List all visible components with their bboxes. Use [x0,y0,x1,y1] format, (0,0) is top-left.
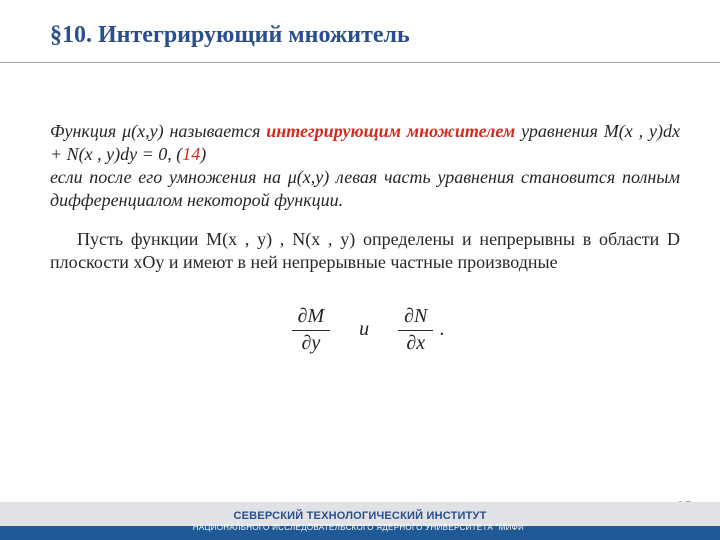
fraction-dN-dx: ∂N ∂x [398,304,433,356]
footer-text: СЕВЕРСКИЙ ТЕХНОЛОГИЧЕСКИЙ ИНСТИТУТ НАЦИО… [0,502,720,540]
frac1-numerator: ∂M [292,304,331,330]
footer-institute: СЕВЕРСКИЙ ТЕХНОЛОГИЧЕСКИЙ ИНСТИТУТ [233,511,486,522]
footer: СЕВЕРСКИЙ ТЕХНОЛОГИЧЕСКИЙ ИНСТИТУТ НАЦИО… [0,502,720,540]
title-underline [0,62,720,63]
partial-derivatives: ∂M ∂y и ∂N ∂x . [50,304,680,356]
def-text-c: ) [200,144,206,164]
fraction-dM-dy: ∂M ∂y [292,304,331,356]
equation-ref: 14 [182,144,200,164]
footer-university: НАЦИОНАЛЬНОГО ИССЛЕДОВАТЕЛЬСКОГО ЯДЕРНОГ… [193,524,528,532]
definition-term: интегрирующим множителем [266,121,515,141]
frac2-numerator: ∂N [398,304,433,330]
frac1-denominator: ∂y [292,330,331,357]
conditions-paragraph: Пусть функции M(x , y) , N(x , y) опреде… [50,228,680,274]
definition-paragraph: Функция μ(x,y) называется интегрирующим … [50,120,680,212]
frac2-denominator: ∂x [398,330,433,357]
slide-body: Функция μ(x,y) называется интегрирующим … [50,120,680,356]
eq-period: . [439,317,444,343]
def-text-d: если после его умножения на μ(x,y) левая… [50,167,680,210]
and-word: и [359,317,369,343]
conditions-text: Пусть функции M(x , y) , N(x , y) опреде… [50,229,680,272]
slide: §10. Интегрирующий множитель Функция μ(x… [0,0,720,540]
def-text-a: Функция μ(x,y) называется [50,121,266,141]
section-title: §10. Интегрирующий множитель [50,22,410,49]
